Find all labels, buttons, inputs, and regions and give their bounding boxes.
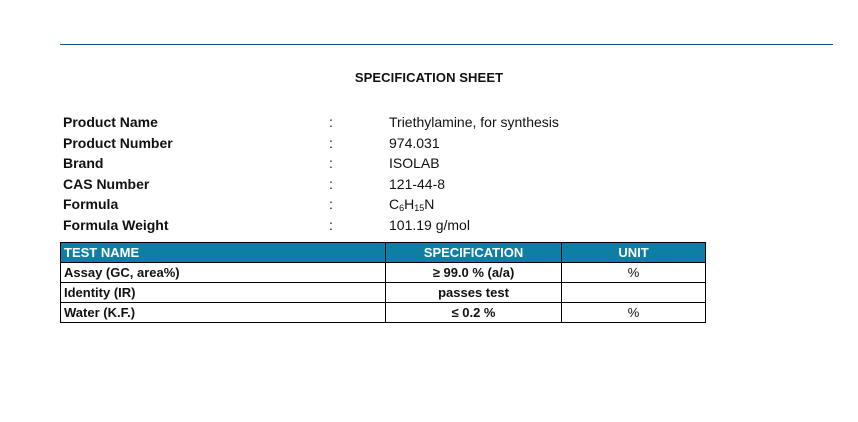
formula-element: H (404, 196, 415, 212)
unit-cell: % (561, 262, 706, 283)
unit-cell (561, 282, 706, 303)
specification-cell: passes test (385, 282, 562, 303)
info-value: 121-44-8 (389, 175, 446, 192)
info-label: Product Number (63, 134, 173, 151)
info-separator: : (329, 114, 333, 130)
header-divider (60, 44, 833, 45)
table-row: Water (K.F.) ≤ 0.2 % % (60, 302, 706, 323)
formula-element: N (424, 196, 435, 212)
specification-cell: ≤ 0.2 % (385, 302, 562, 323)
info-value: Triethylamine, for synthesis (389, 114, 559, 130)
table-row: Identity (IR) passes test (60, 282, 706, 303)
specification-cell: ≥ 99.0 % (a/a) (385, 262, 562, 283)
info-separator: : (329, 175, 333, 192)
formula-subscript: 15 (414, 203, 425, 213)
table-row: Assay (GC, area%) ≥ 99.0 % (a/a) % (60, 262, 706, 283)
info-separator: : (329, 216, 333, 233)
formula-value: C6H15N (389, 194, 749, 215)
unit-cell: % (561, 302, 706, 323)
page-title: SPECIFICATION SHEET (354, 70, 504, 85)
formula-subscript: 6 (399, 203, 405, 213)
info-value: 101.19 g/mol (389, 216, 470, 233)
table-header-row: TEST NAME SPECIFICATION UNIT (60, 242, 706, 263)
info-label: Formula (63, 196, 119, 212)
column-header-test-name: TEST NAME (60, 242, 386, 263)
test-name-cell: Water (K.F.) (60, 302, 386, 323)
info-separator: : (329, 155, 333, 171)
column-header-specification: SPECIFICATION (385, 242, 562, 263)
column-header-unit: UNIT (561, 242, 706, 263)
info-separator: : (329, 196, 333, 212)
info-value: ISOLAB (389, 155, 440, 171)
info-label: Product Name (63, 114, 158, 130)
formula-element: C (389, 196, 400, 212)
info-separator: : (329, 134, 333, 151)
test-name-cell: Assay (GC, area%) (60, 262, 386, 283)
info-value: 974.031 (389, 134, 440, 151)
info-label: Brand (63, 155, 104, 171)
info-label: Formula Weight (63, 216, 169, 233)
specification-table: TEST NAME SPECIFICATION UNIT Assay (GC, … (60, 242, 706, 323)
info-label: CAS Number (63, 175, 150, 192)
test-name-cell: Identity (IR) (60, 282, 386, 303)
